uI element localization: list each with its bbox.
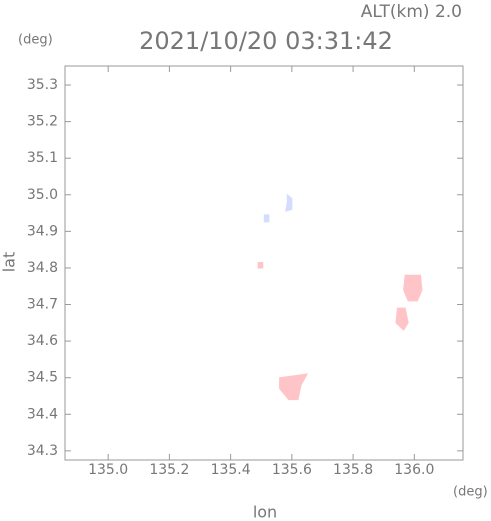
echo-region xyxy=(395,307,409,331)
y-tick-label: 35.1 xyxy=(27,150,58,166)
y-tick-label: 34.7 xyxy=(27,297,58,313)
y-tick-label: 34.4 xyxy=(27,406,58,422)
plot-frame xyxy=(64,65,464,461)
x-tick-label: 135.6 xyxy=(272,462,312,478)
y-tick-label: 34.5 xyxy=(27,370,58,386)
y-tick-label: 35.0 xyxy=(27,187,58,203)
y-tick-label: 34.3 xyxy=(27,443,58,459)
x-tick-label: 135.4 xyxy=(211,462,251,478)
x-tick-label: 135.8 xyxy=(333,462,373,478)
x-axis-label: lon xyxy=(253,503,277,521)
y-axis-label: lat xyxy=(0,252,19,273)
y-tick-label: 34.6 xyxy=(27,333,58,349)
x-unit: (deg) xyxy=(453,485,488,500)
echo-region xyxy=(285,193,293,212)
echo-region xyxy=(257,261,264,269)
y-unit: (deg) xyxy=(18,33,53,48)
x-tick-label: 135.2 xyxy=(149,462,189,478)
echo-region xyxy=(279,373,309,401)
chart-title: 2021/10/20 03:31:42 xyxy=(139,27,393,55)
x-tick-label: 136.0 xyxy=(394,462,434,478)
echo-region xyxy=(403,274,423,302)
altitude-label: ALT(km) 2.0 xyxy=(361,2,462,22)
y-tick-label: 35.2 xyxy=(27,114,58,130)
y-tick-label: 35.3 xyxy=(27,77,58,93)
y-tick-label: 34.8 xyxy=(27,260,58,276)
echo-region xyxy=(263,214,270,223)
y-tick-label: 34.9 xyxy=(27,223,58,239)
x-tick-label: 135.0 xyxy=(88,462,128,478)
